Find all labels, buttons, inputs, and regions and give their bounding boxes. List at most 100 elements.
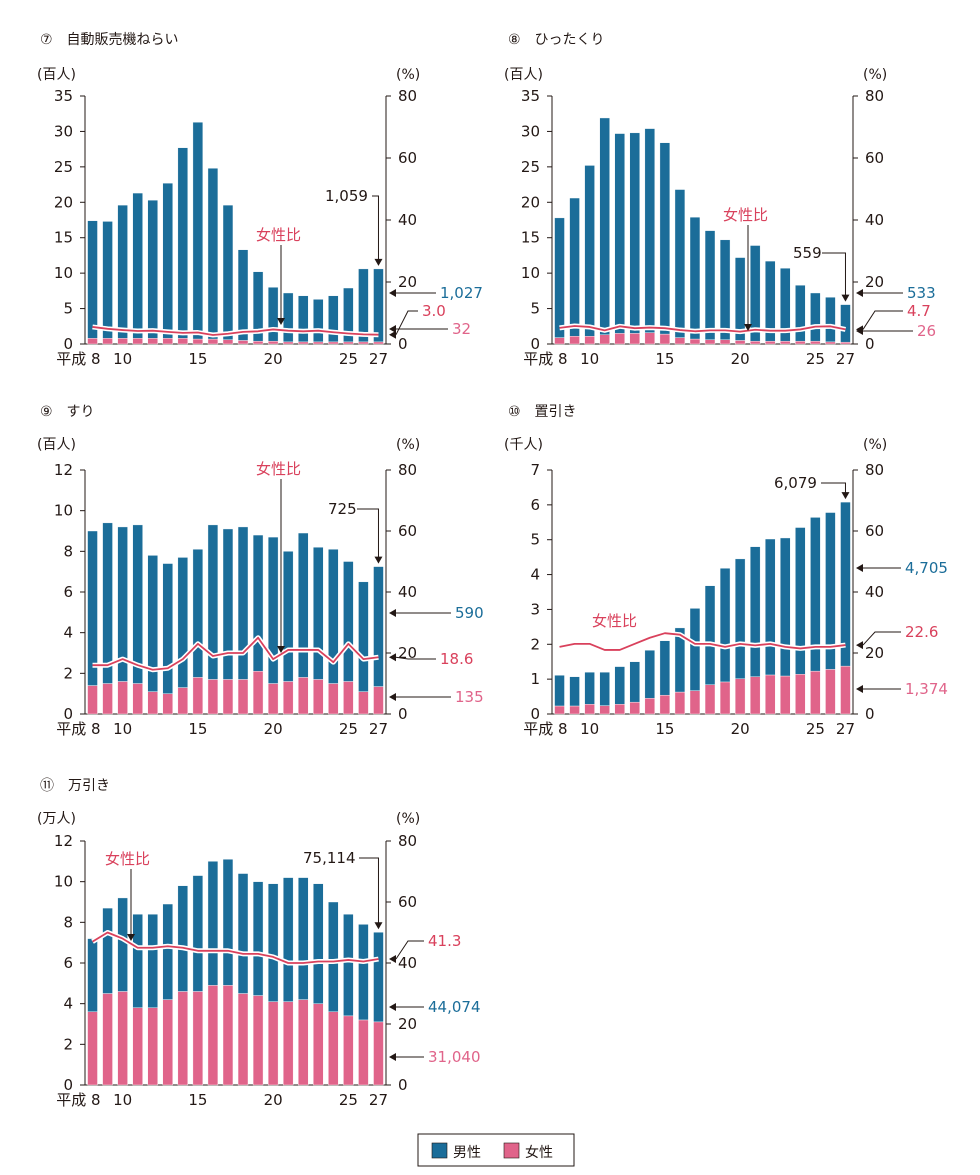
bar-female	[132, 1007, 143, 1086]
annotation-female-arrow	[856, 685, 863, 693]
annotation-ratio-leader	[395, 310, 418, 335]
x-tick-label: 20	[731, 350, 750, 368]
ratio-line	[92, 636, 379, 671]
bar-male	[267, 287, 279, 342]
bar-female	[795, 340, 806, 345]
bar-female	[192, 338, 204, 345]
bar-female	[825, 669, 836, 715]
bar-female	[298, 341, 309, 345]
bar-female	[373, 1021, 384, 1086]
bar-male	[674, 189, 686, 338]
annotation-male: 4,705	[905, 559, 948, 577]
right-tick-label: 80	[865, 461, 884, 479]
bar-male	[780, 267, 791, 342]
right-tick-label: 80	[398, 832, 417, 850]
x-tick-label: 20	[264, 1091, 283, 1109]
bar-female	[267, 1001, 279, 1086]
bar-female	[599, 705, 610, 715]
x-tick-label: 20	[264, 720, 283, 738]
x-tick-label: 27	[836, 350, 855, 368]
left-axis-unit: (百人)	[504, 67, 543, 83]
bar-male	[87, 220, 98, 339]
bar-female	[207, 679, 219, 715]
bar-male	[207, 168, 219, 340]
annotation-total: 725	[328, 500, 357, 518]
ratio-label: 女性比	[256, 460, 301, 478]
bar-female	[343, 341, 354, 345]
right-tick-label: 0	[398, 705, 408, 723]
bar-female	[373, 686, 384, 715]
left-tick-label: 25	[54, 158, 73, 176]
annotation-male-arrow	[389, 1003, 396, 1011]
annotation-ratio-arrow	[389, 653, 396, 662]
bar-female	[780, 675, 791, 715]
bar-male	[162, 182, 173, 339]
legend-label-male: 男性	[453, 1145, 481, 1161]
x-tick-label: 27	[369, 1091, 388, 1109]
bar-female	[674, 691, 686, 715]
left-tick-label: 35	[54, 87, 73, 105]
ratio-label: 女性比	[105, 850, 150, 868]
annotation-female: 31,040	[428, 1048, 481, 1066]
bar-female	[252, 671, 264, 715]
annotation-female-arrow	[856, 327, 863, 335]
bar-male	[358, 581, 369, 692]
left-axis-unit: (千人)	[504, 437, 543, 453]
x-tick-label: 25	[339, 350, 358, 368]
bar-female	[87, 1011, 98, 1086]
right-tick-label: 60	[398, 149, 417, 167]
bar-female	[313, 679, 324, 715]
bar-male	[719, 568, 731, 683]
bar-male	[147, 914, 158, 1008]
left-tick-label: 15	[54, 229, 73, 247]
bar-female	[689, 690, 701, 715]
left-tick-label: 12	[54, 461, 73, 479]
bar-female	[343, 681, 354, 715]
x-tick-label: 25	[806, 720, 825, 738]
left-axis-unit: (百人)	[37, 437, 76, 453]
bar-male	[629, 661, 640, 703]
bar-male	[252, 271, 264, 342]
bar-male	[102, 221, 113, 339]
bar-male	[222, 859, 234, 986]
annotation-female-arrow	[389, 325, 396, 333]
chart-panel-2: ⑧ ひったくり (百人) (%) 0 5 10 15 20 25 30 35 0 20 40 60 80 平成 …	[504, 32, 936, 368]
bar-male	[267, 536, 279, 684]
bar-male	[599, 671, 610, 706]
left-tick-label: 4	[63, 624, 73, 642]
bar-female	[177, 687, 188, 715]
x-tick-label: 27	[369, 350, 388, 368]
left-tick-label: 0	[63, 1076, 73, 1094]
bar-male	[328, 549, 339, 684]
bar-female	[117, 991, 128, 1086]
bar-male	[584, 671, 595, 705]
right-axis-unit: (%)	[396, 67, 420, 83]
bar-male	[765, 260, 776, 342]
bar-female	[177, 338, 188, 345]
bar-male	[554, 675, 565, 707]
bar-male	[569, 676, 580, 707]
left-tick-label: 10	[54, 873, 73, 891]
annotation-male-arrow	[856, 289, 863, 297]
bar-male	[734, 257, 746, 341]
left-tick-label: 0	[63, 705, 73, 723]
annotation-ratio-leader	[395, 656, 436, 660]
right-tick-label: 60	[398, 893, 417, 911]
bar-female	[192, 991, 204, 1086]
bar-female	[765, 674, 776, 715]
left-tick-label: 0	[63, 335, 73, 353]
right-tick-label: 20	[398, 644, 417, 662]
bar-female	[237, 340, 249, 345]
panel-title: ⑪ 万引き	[40, 778, 110, 794]
bar-male	[283, 292, 294, 343]
left-tick-label: 30	[521, 122, 540, 140]
bar-female	[267, 340, 279, 345]
left-tick-label: 20	[521, 193, 540, 211]
right-tick-label: 0	[398, 1076, 408, 1094]
annotation-ratio: 22.6	[905, 623, 938, 641]
bar-female	[584, 336, 595, 345]
left-tick-label: 15	[521, 229, 540, 247]
bar-female	[283, 341, 294, 345]
bar-female	[267, 683, 279, 715]
bar-male	[765, 538, 776, 676]
